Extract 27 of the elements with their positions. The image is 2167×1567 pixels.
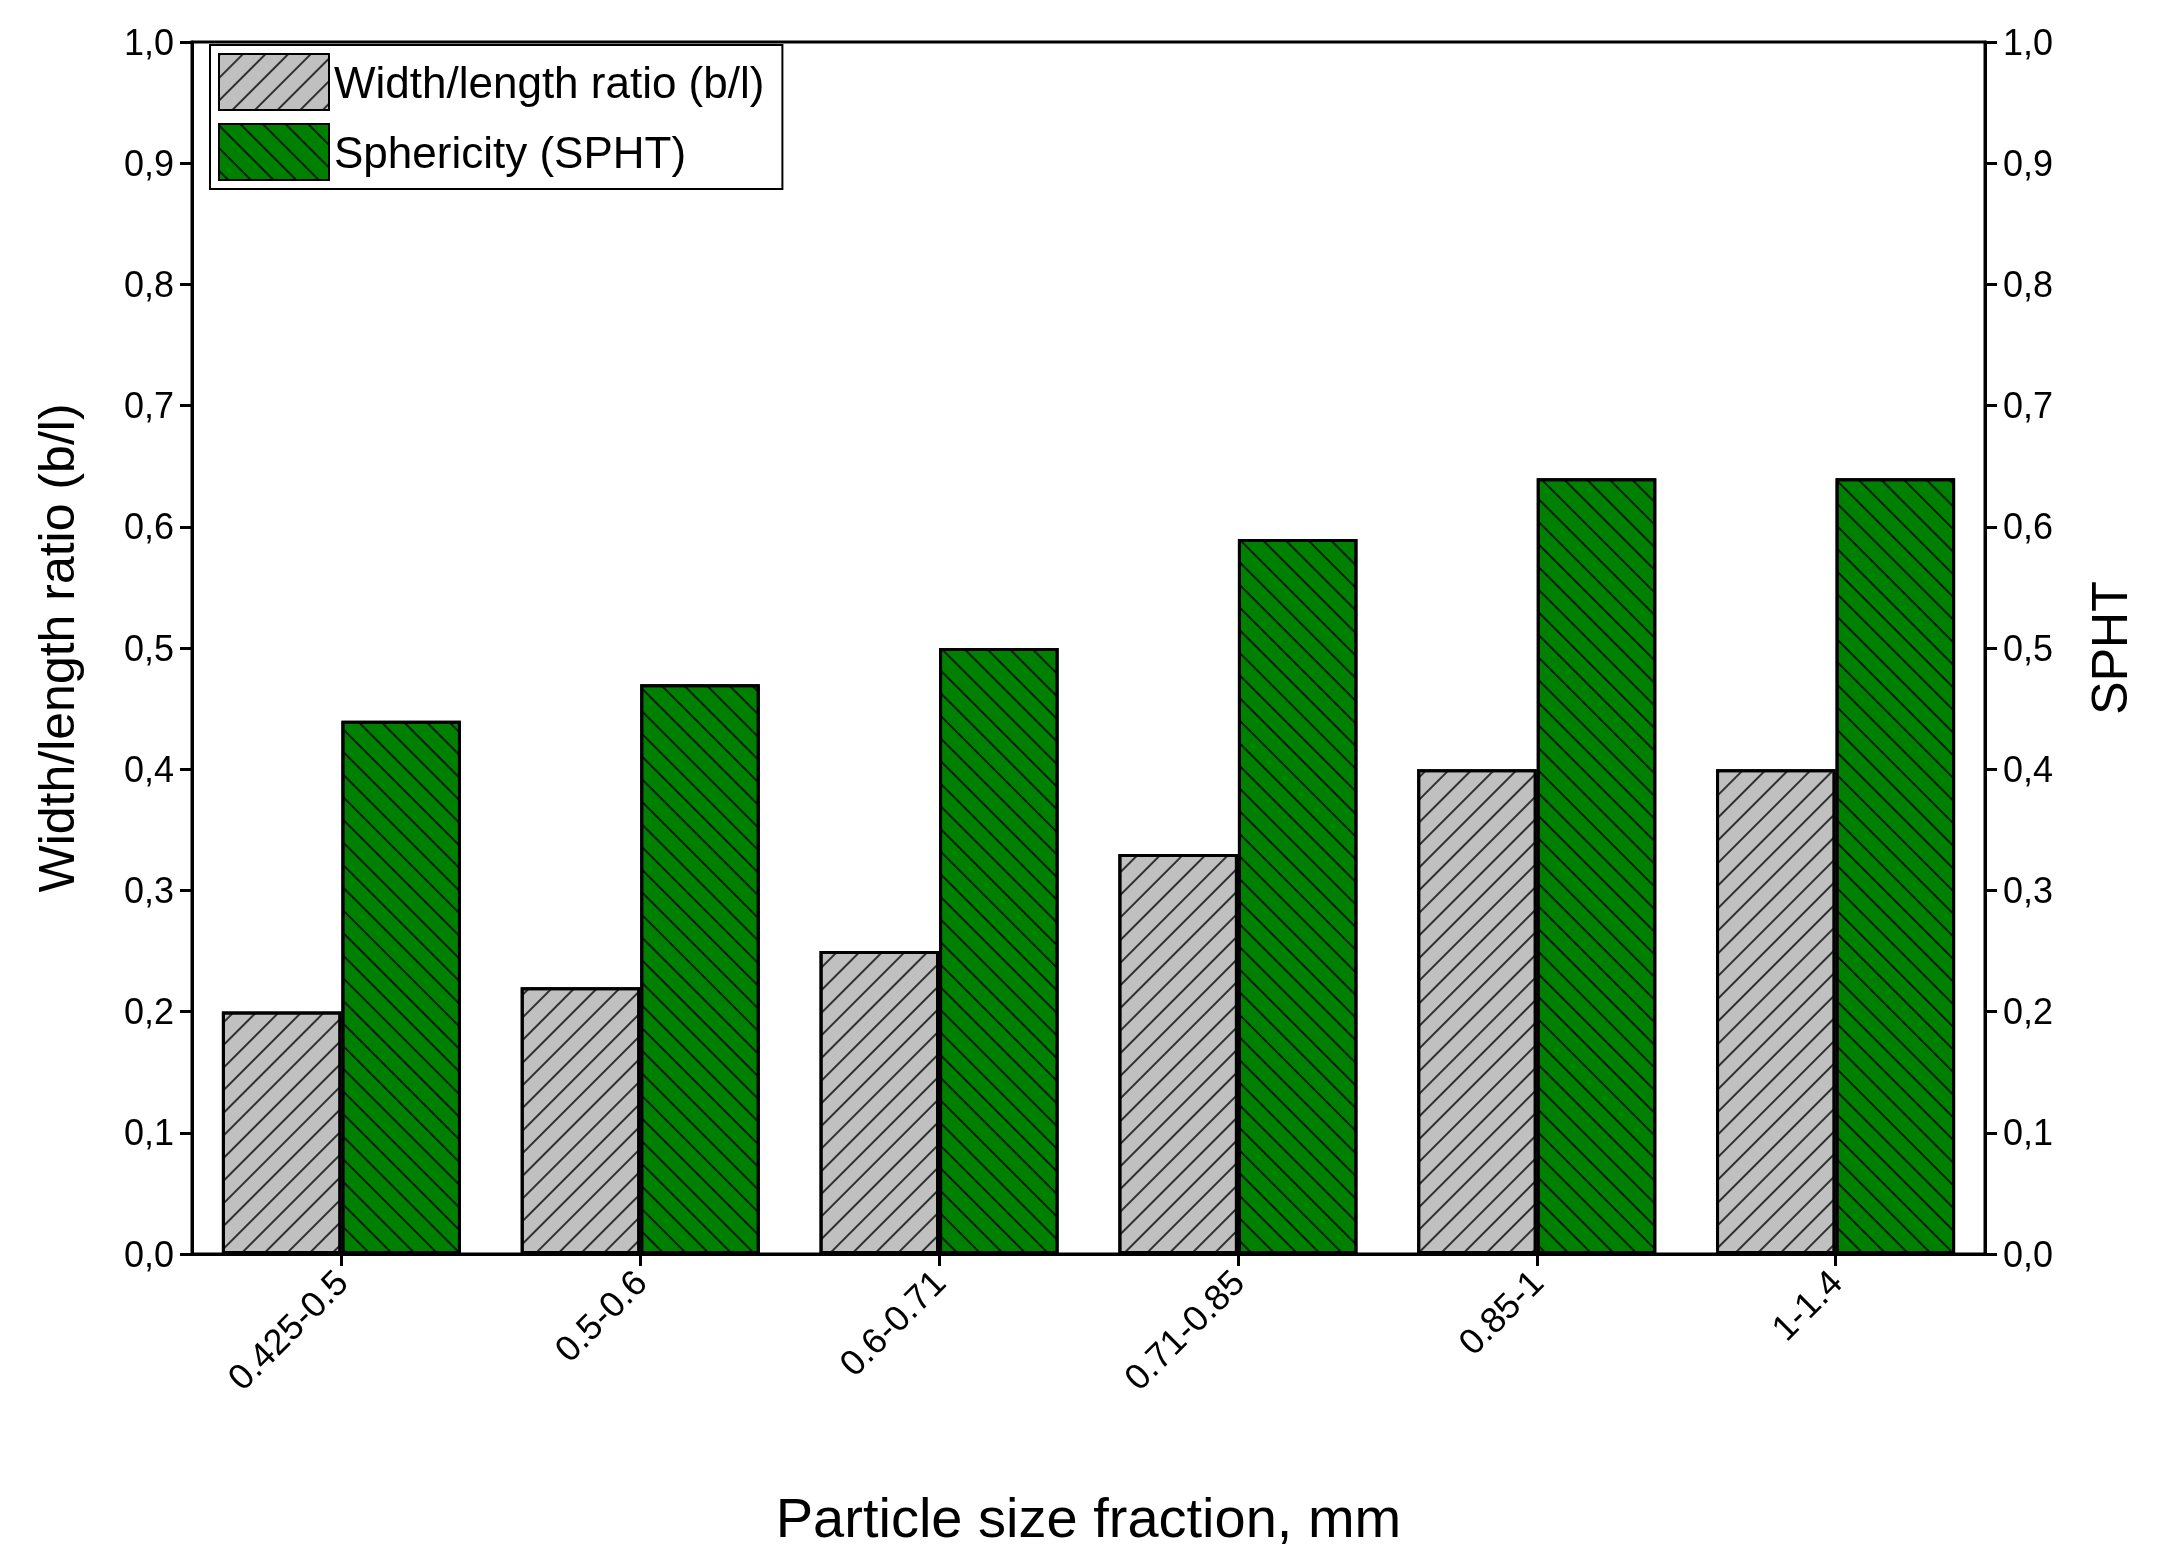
y2-tick-label: 1,0 [2003, 21, 2054, 63]
y2-tick-label: 0,3 [2003, 869, 2054, 911]
y2-tick-label: 0,9 [2003, 142, 2054, 184]
y2-tick-label: 0,4 [2003, 748, 2054, 790]
y-tick-label: 0,2 [123, 991, 174, 1033]
y2-tick-label: 0,0 [2003, 1233, 2054, 1275]
y-tick-label: 0,8 [123, 263, 174, 305]
x-axis-title: Particle size fraction, mm [775, 1485, 1402, 1549]
y-tick-label: 0,3 [123, 869, 174, 911]
y-axis-title: Width/length ratio (b/l) [29, 403, 85, 893]
y-tick-label: 1,0 [123, 21, 174, 63]
y-tick-label: 0,5 [123, 627, 174, 669]
y2-tick-label: 0,1 [2003, 1112, 2054, 1154]
y2-tick-label: 0,2 [2003, 991, 2054, 1033]
legend-label: Width/length ratio (b/l) [334, 57, 765, 107]
y-tick-label: 0,4 [123, 748, 174, 790]
y2-tick-label: 0,6 [2003, 506, 2054, 548]
y-tick-label: 0,7 [123, 385, 174, 427]
y-tick-label: 0,9 [123, 142, 174, 184]
y-tick-label: 0,6 [123, 506, 174, 548]
y-tick-label: 0,1 [123, 1112, 174, 1154]
y-tick-label: 0,0 [123, 1233, 174, 1275]
y2-tick-label: 0,7 [2003, 385, 2054, 427]
y2-tick-label: 0,5 [2003, 627, 2054, 669]
y2-tick-label: 0,8 [2003, 263, 2054, 305]
legend-label: Sphericity (SPHT) [334, 127, 687, 177]
y2-axis-title: SPHT [2082, 581, 2138, 715]
